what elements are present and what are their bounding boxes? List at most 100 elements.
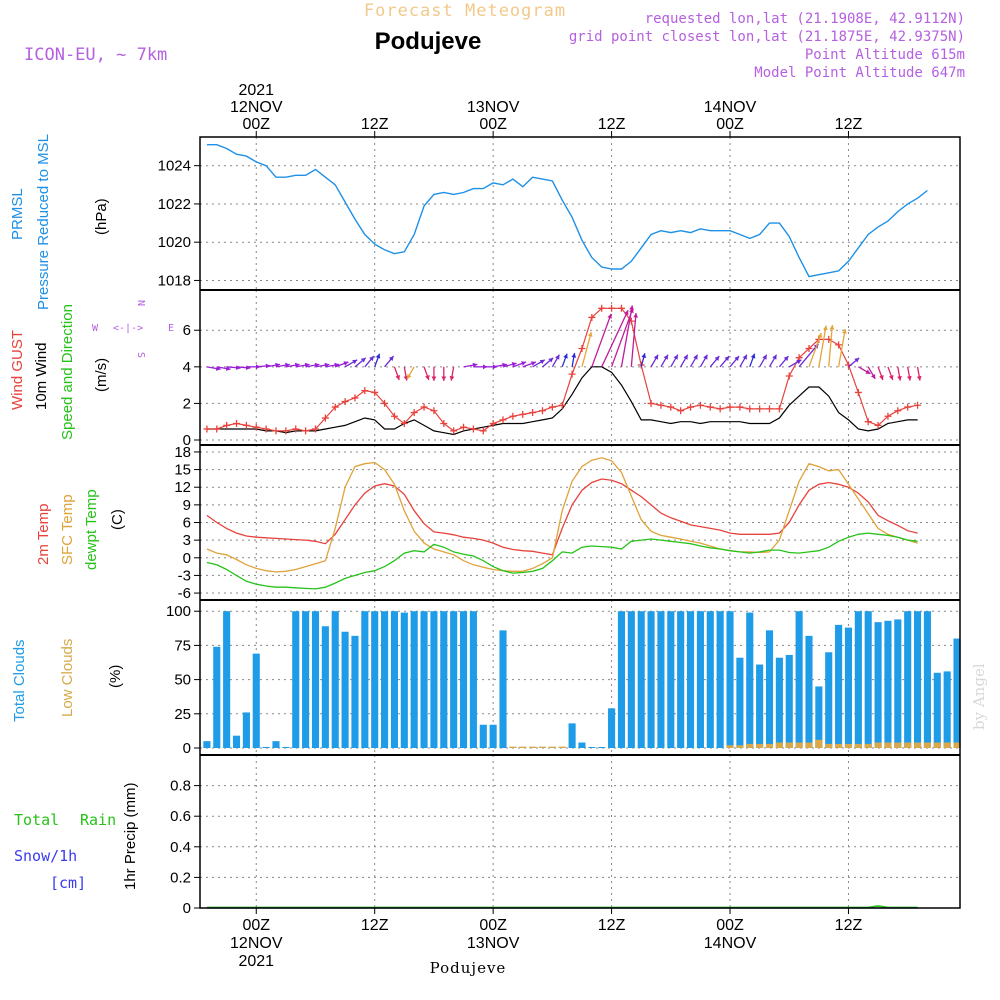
low-cloud-bar [746, 743, 754, 748]
top-time-label: 12Z [598, 116, 626, 133]
total-cloud-bar [884, 620, 892, 748]
wind-arrow-head [906, 375, 912, 381]
wind-gust-marker [756, 405, 764, 413]
total-cloud-bar [390, 611, 398, 748]
wind-gust-marker [884, 412, 892, 420]
wind-direction-arrow [877, 366, 884, 381]
wind-direction-arrow [502, 362, 517, 368]
wind-gust-marker [430, 407, 438, 415]
ylabel-speed-direction: Speed and Direction [59, 304, 76, 440]
wind-gust-marker [854, 388, 862, 396]
low-cloud-bar [775, 742, 783, 748]
wind-direction-arrow [670, 354, 679, 368]
wind-gust-marker [242, 421, 250, 429]
low-cloud-bar [864, 743, 872, 748]
compass-w: W [92, 323, 99, 334]
total-cloud-bar [874, 622, 882, 748]
total-cloud-bar [588, 747, 596, 748]
total-cloud-bar [469, 611, 477, 748]
wind-gust-marker [400, 420, 408, 428]
pressure-panel: 1018 1020 1022 1024 PRMSL Pressure Reduced to… [9, 134, 960, 310]
wind-arrow-shaft [620, 305, 633, 367]
y-tick-label: 25 [174, 706, 191, 723]
wind-arrow-shaft [610, 307, 634, 368]
rain-line [206, 905, 918, 909]
wind-direction-arrow [364, 355, 375, 368]
total-cloud-bar [894, 619, 902, 748]
wind-direction-arrow [660, 354, 669, 368]
total-cloud-bar [923, 611, 931, 748]
wind-direction-arrow [906, 366, 912, 381]
bottom-time-label: 00Z [479, 917, 507, 934]
total-cloud-bar [795, 611, 803, 748]
wind-arrow-head [734, 356, 740, 362]
total-cloud-bar [232, 735, 241, 748]
wind-arrow-head [772, 354, 777, 360]
pressure-line [206, 143, 928, 278]
wind-arrow-head [870, 373, 876, 379]
total-cloud-bar [686, 611, 695, 748]
temp-line-sfc [206, 457, 918, 573]
bottom-time-label: 2021 [238, 953, 274, 970]
wind-gust-marker [785, 372, 793, 380]
y-tick-label: 4 [183, 359, 191, 376]
wind-arrow-head [343, 361, 349, 366]
y-tick-label: 18 [174, 444, 191, 461]
total-cloud-bar [489, 724, 497, 748]
total-cloud-bar [242, 712, 250, 748]
total-cloud-bar [746, 612, 754, 748]
wind-direction-arrow [431, 366, 437, 381]
wind-gust-marker [736, 403, 744, 411]
wind-direction-arrow [344, 359, 358, 368]
wind-gust-marker [252, 423, 260, 431]
total-cloud-bar [479, 724, 487, 748]
wind-gust-marker [568, 370, 576, 378]
low-cloud-bar [835, 743, 843, 748]
top-time-label: 00Z [716, 116, 744, 133]
wind-direction-arrow [620, 305, 634, 367]
total-cloud-bar [637, 611, 645, 748]
wind-direction-arrow [867, 366, 876, 380]
grid-point: grid point closest lon,lat (21.1875E, 42… [569, 29, 965, 45]
wind-direction-arrow [897, 366, 902, 381]
low-cloud-bar [933, 742, 941, 748]
wind-arrow-head [796, 359, 802, 365]
y-tick-label: 1024 [158, 158, 191, 175]
y-tick-label: -3 [178, 567, 191, 584]
wind-gust-marker [805, 345, 813, 353]
total-cloud-bar [321, 626, 329, 748]
total-cloud-bar [835, 624, 843, 748]
compass-e: E [168, 323, 174, 334]
wind-arrow-shaft [828, 324, 834, 367]
total-cloud-bar [400, 612, 408, 748]
y-tick-label: 6 [183, 515, 191, 532]
wind-gust-marker [588, 313, 596, 321]
wind-gust-marker [509, 412, 517, 420]
wind-gust-marker [617, 304, 625, 312]
total-cloud-bar [943, 671, 951, 748]
ylabel-total-clouds: Total Clouds [11, 639, 28, 722]
total-cloud-bar [450, 611, 458, 748]
wind-arrow-head [879, 375, 884, 380]
bottom-time-label: 14NOV [704, 935, 757, 952]
total-cloud-bar [844, 627, 853, 748]
wind-arrow-head [395, 375, 400, 380]
clouds-panel: 0 25 50 75 100 Total Clouds Low Clouds (%) [11, 600, 961, 757]
wind-arrow-head [633, 313, 639, 318]
wind-arrow-head [369, 356, 374, 362]
total-cloud-bar [647, 611, 655, 748]
wind-direction-arrow [542, 357, 554, 368]
total-cloud-bar [381, 611, 389, 748]
y-tick-label: 0.6 [170, 808, 191, 825]
wind-arrow-head [897, 375, 902, 381]
total-cloud-bar [341, 631, 349, 748]
low-cloud-bar [914, 742, 922, 748]
wind-gust-marker [361, 387, 369, 395]
wind-arrow-head [653, 354, 659, 360]
ylabel-ms: (m/s) [93, 358, 110, 392]
low-cloud-bar [785, 742, 793, 748]
total-cloud-bar [223, 611, 231, 748]
wind-direction-arrow [759, 354, 768, 368]
